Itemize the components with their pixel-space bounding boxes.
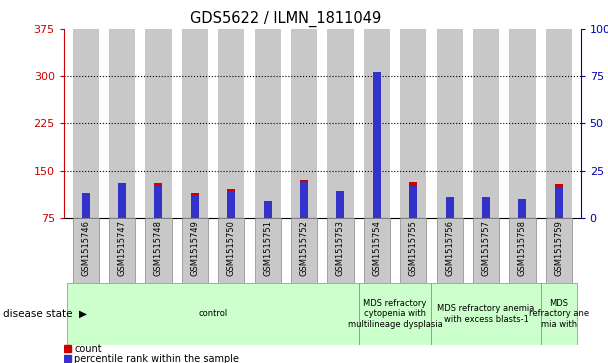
Bar <box>482 197 490 218</box>
Bar <box>364 29 390 218</box>
Bar <box>510 218 536 283</box>
Text: GSM1515746: GSM1515746 <box>81 220 90 276</box>
Text: disease state  ▶: disease state ▶ <box>3 309 87 319</box>
Bar <box>182 29 208 218</box>
Bar <box>400 29 426 218</box>
Bar <box>327 29 353 218</box>
Bar <box>255 29 281 218</box>
Text: GSM1515753: GSM1515753 <box>336 220 345 276</box>
Bar <box>145 218 171 283</box>
Bar <box>191 193 199 218</box>
Bar <box>519 205 527 218</box>
Bar <box>72 218 98 283</box>
Bar <box>546 218 572 283</box>
Bar <box>541 283 577 345</box>
Text: GSM1515750: GSM1515750 <box>227 220 236 276</box>
Bar <box>72 29 98 218</box>
Bar <box>154 186 162 218</box>
Bar <box>154 183 162 218</box>
Bar <box>364 218 390 283</box>
Bar <box>473 218 499 283</box>
Bar <box>118 184 126 218</box>
Bar <box>145 29 171 218</box>
Bar <box>191 195 199 218</box>
Text: GSM1515757: GSM1515757 <box>482 220 491 276</box>
Bar <box>64 355 72 362</box>
Text: GSM1515747: GSM1515747 <box>117 220 126 276</box>
Bar <box>446 197 454 218</box>
Bar <box>554 184 563 218</box>
Bar <box>109 29 135 218</box>
Bar <box>336 191 345 218</box>
Text: GDS5622 / ILMN_1811049: GDS5622 / ILMN_1811049 <box>190 11 381 27</box>
Text: GSM1515759: GSM1515759 <box>554 220 563 276</box>
Text: control: control <box>198 310 227 318</box>
Bar <box>373 73 381 218</box>
Bar <box>255 218 281 283</box>
Bar <box>409 186 417 218</box>
Bar <box>409 182 417 218</box>
Bar <box>291 218 317 283</box>
Bar <box>359 283 432 345</box>
Bar <box>81 193 89 218</box>
Bar <box>264 209 272 218</box>
Bar <box>327 218 353 283</box>
Bar <box>218 29 244 218</box>
Text: MDS refractory anemia
with excess blasts-1: MDS refractory anemia with excess blasts… <box>437 304 534 324</box>
Bar <box>64 345 72 352</box>
Bar <box>437 218 463 283</box>
Text: percentile rank within the sample: percentile rank within the sample <box>74 354 240 363</box>
Bar <box>300 182 308 218</box>
Bar <box>300 180 308 218</box>
Text: GSM1515754: GSM1515754 <box>372 220 381 276</box>
Text: GSM1515756: GSM1515756 <box>445 220 454 276</box>
Text: GSM1515748: GSM1515748 <box>154 220 163 276</box>
Bar <box>227 189 235 218</box>
Bar <box>510 29 536 218</box>
Bar <box>291 29 317 218</box>
Bar <box>373 73 381 218</box>
Bar <box>336 191 345 218</box>
Bar <box>432 283 541 345</box>
Bar <box>81 199 89 218</box>
Bar <box>446 197 454 218</box>
Bar <box>519 199 527 218</box>
Text: GSM1515751: GSM1515751 <box>263 220 272 276</box>
Text: GSM1515749: GSM1515749 <box>190 220 199 276</box>
Text: GSM1515758: GSM1515758 <box>518 220 527 276</box>
Bar <box>218 218 244 283</box>
Bar <box>109 218 135 283</box>
Text: MDS refractory
cytopenia with
multilineage dysplasia: MDS refractory cytopenia with multilinea… <box>348 299 443 329</box>
Text: GSM1515755: GSM1515755 <box>409 220 418 276</box>
Bar <box>227 191 235 218</box>
Bar <box>118 183 126 218</box>
Text: MDS
refractory ane
mia with: MDS refractory ane mia with <box>529 299 589 329</box>
Bar <box>182 218 208 283</box>
Text: GSM1515752: GSM1515752 <box>300 220 308 276</box>
Bar <box>482 197 490 218</box>
Bar <box>546 29 572 218</box>
Bar <box>400 218 426 283</box>
Bar <box>67 283 359 345</box>
Bar <box>473 29 499 218</box>
Text: count: count <box>74 344 102 354</box>
Bar <box>437 29 463 218</box>
Bar <box>554 188 563 218</box>
Bar <box>264 201 272 218</box>
